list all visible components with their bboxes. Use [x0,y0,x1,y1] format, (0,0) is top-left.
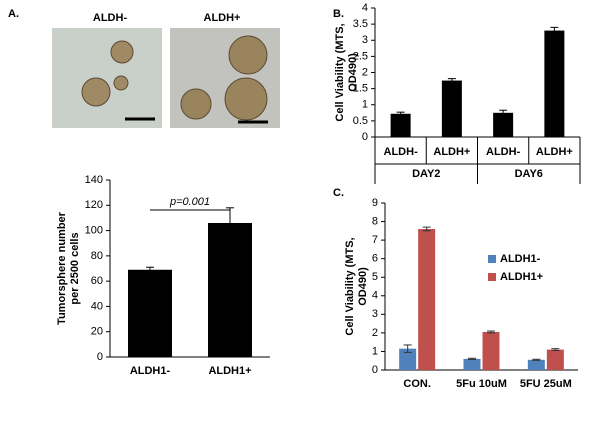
bar [493,112,514,137]
y-tick-label: 2 [362,66,368,78]
error-bar [532,358,541,361]
y-tick-label: 6 [372,253,378,265]
y-tick-label: 60 [91,275,103,287]
y-tick-label: 40 [91,300,103,312]
x-tick-label: ALDH+ [536,146,573,158]
bar [463,358,481,370]
bar [399,348,417,370]
y-tick-label: 120 [85,199,103,211]
bar [128,269,172,357]
error-bar [396,111,405,116]
y-axis-label: Cell Viability (MTS, [334,23,346,121]
panel-label: A. [8,8,19,20]
x-tick-label: ALDH- [384,146,419,158]
y-tick-label: 4 [362,2,368,14]
y-tick-label: 4 [372,290,378,302]
panel-label: C. [333,187,344,199]
y-tick-label: 2.5 [353,50,368,62]
bar [208,222,252,357]
y-tick-label: 80 [91,250,103,262]
bar [546,349,564,370]
annotation: p=0.001 [169,196,210,208]
y-tick-label: 0 [97,351,103,363]
y-tick-label: 20 [91,326,103,338]
y-tick-label: 8 [372,215,378,227]
y-tick-label: 9 [372,197,378,209]
x-tick-label: ALDH1+ [208,365,251,377]
x-tick-label: CON. [403,378,431,390]
x-tick-label: ALDH- [486,146,521,158]
image-label: ALDH- [93,12,128,24]
y-tick-label: 0.5 [353,115,368,127]
error-bar [422,226,431,232]
y-axis-label: Tumorsphere number [56,211,68,325]
y-tick-label: 1 [372,345,378,357]
y-tick-label: 5 [372,271,378,283]
panel-label: B. [333,8,344,20]
error-bar [551,348,560,352]
y-tick-label: 3 [372,308,378,320]
x-tick-label: ALDH1- [130,365,171,377]
micrograph [52,28,162,128]
group-label: DAY2 [412,168,440,180]
y-tick-label: 1.5 [353,83,368,95]
bar [441,80,462,137]
y-tick-label: 1 [362,99,368,111]
y-tick-label: 140 [85,174,103,186]
image-label: ALDH+ [204,12,241,24]
error-bar [403,344,412,353]
y-axis-label: Cell Viability (MTS, [344,237,356,335]
y-axis-label: OD490) [347,53,359,92]
y-tick-label: 100 [85,224,103,236]
x-tick-label: 5FU 25uM [520,378,572,390]
legend-label: ALDH1+ [500,271,543,283]
group-label: DAY6 [515,168,543,180]
y-axis-label: per 2500 cells [69,232,81,304]
error-bar [550,26,559,35]
y-tick-label: 3.5 [353,18,368,30]
micrograph [170,28,280,128]
x-tick-label: ALDH+ [433,146,470,158]
error-bar [146,266,154,273]
y-tick-label: 0 [362,131,368,143]
y-axis-label: OD490) [357,267,369,306]
legend-label: ALDH1- [500,253,541,265]
bar [527,359,545,370]
error-bar [447,78,456,83]
y-tick-label: 3 [362,34,368,46]
error-bar [499,109,508,116]
y-tick-label: 0 [372,364,378,376]
bar [390,113,411,137]
bar [418,228,436,370]
y-tick-label: 7 [372,234,378,246]
legend-swatch [488,255,496,263]
bar [544,30,565,138]
bar [482,331,500,370]
error-bar [468,357,476,360]
x-tick-label: 5Fu 10uM [456,378,507,390]
error-bar [487,330,495,334]
y-tick-label: 2 [372,327,378,339]
legend-swatch [488,273,496,281]
